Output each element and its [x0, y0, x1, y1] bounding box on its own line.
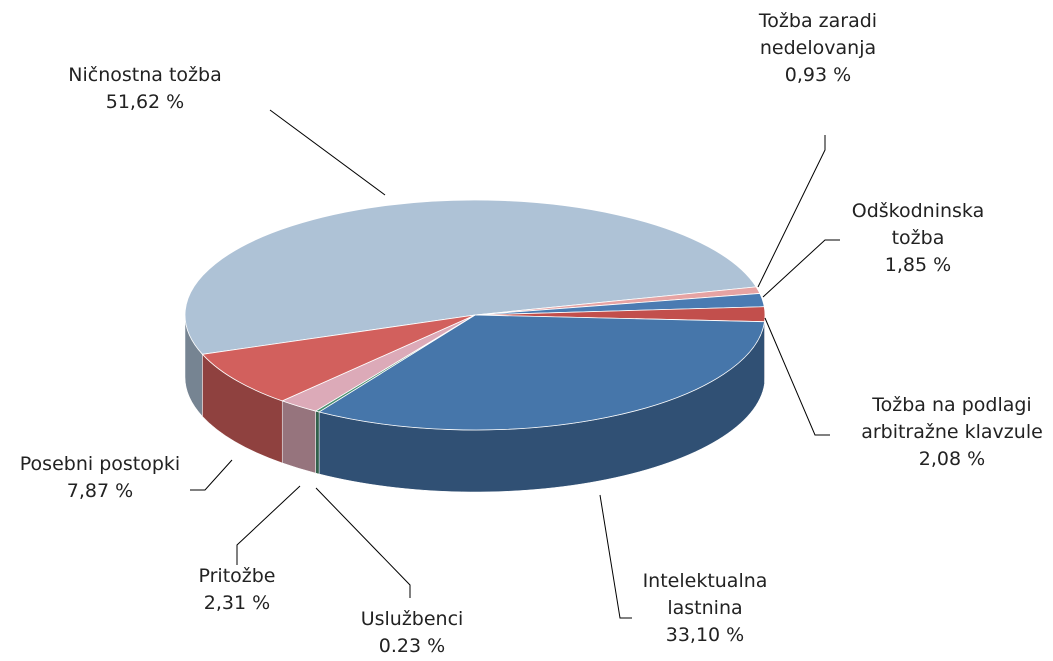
- value-label: 0,93 %: [784, 64, 852, 86]
- category-label: Ničnostna tožba: [68, 64, 222, 86]
- data-label: Odškodninska tožba 1,85 %: [848, 198, 988, 279]
- value-label: 0.23 %: [378, 635, 446, 657]
- category-label: Posebni postopki: [19, 453, 181, 475]
- data-label: Tožba zaradi nedelovanja 0,93 %: [738, 8, 898, 89]
- slice-side: [315, 410, 320, 475]
- leader-line: [764, 317, 830, 436]
- value-label: 7,87 %: [66, 480, 134, 502]
- data-label: Tožba na podlagi arbitražne klavzule 2,08…: [847, 392, 1053, 473]
- slice-side: [281, 400, 316, 474]
- slice: [201, 314, 476, 402]
- category-label: Intelektualna lastnina: [642, 570, 768, 619]
- leader-line: [599, 494, 632, 619]
- slice: [184, 199, 757, 355]
- leader-line: [762, 239, 840, 298]
- category-label: Uslužbenci: [360, 608, 464, 630]
- value-label: 33,10 %: [665, 624, 745, 646]
- slice: [318, 314, 765, 431]
- leader-line: [190, 459, 233, 491]
- leader-line: [315, 487, 411, 598]
- value-label: 2,31 %: [203, 592, 271, 614]
- category-label: Odškodninska tožba: [851, 200, 985, 249]
- data-label: Pritožbe 2,31 %: [177, 563, 297, 617]
- data-label: Ničnostna tožba 51,62 %: [45, 62, 245, 116]
- data-label: Intelektualna lastnina 33,10 %: [635, 568, 775, 649]
- value-label: 2,08 %: [918, 448, 986, 470]
- data-label: Uslužbenci 0.23 %: [332, 606, 492, 660]
- category-label: Tožba zaradi nedelovanja: [758, 10, 878, 59]
- leader-line: [269, 109, 386, 196]
- category-label: Pritožbe: [198, 565, 276, 587]
- value-label: 51,62 %: [105, 91, 185, 113]
- leader-line: [236, 485, 301, 565]
- category-label: Tožba na podlagi arbitražne klavzule: [861, 394, 1043, 443]
- leader-line: [757, 135, 826, 288]
- data-label: Posebni postopki 7,87 %: [0, 451, 200, 505]
- value-label: 1,85 %: [884, 254, 952, 276]
